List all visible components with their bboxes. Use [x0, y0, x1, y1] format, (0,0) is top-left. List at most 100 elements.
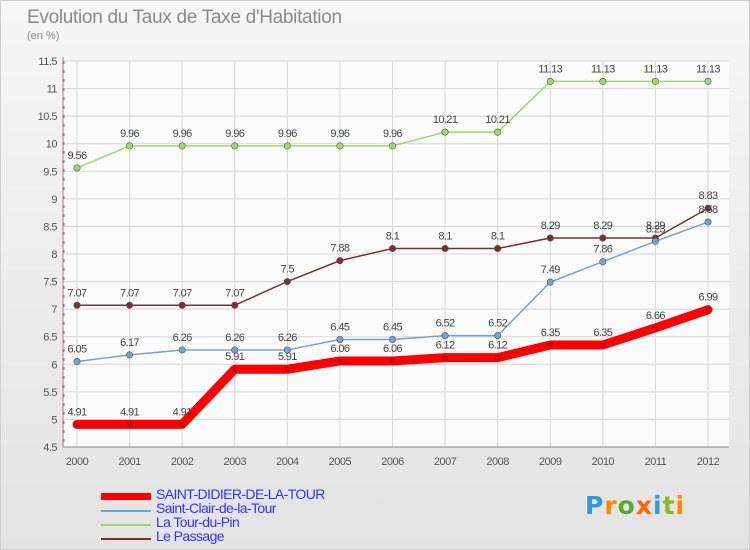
- logo-letter: i: [675, 491, 686, 520]
- data-point: [178, 346, 186, 354]
- data-label: 6.52: [436, 318, 455, 330]
- data-point: [651, 237, 659, 245]
- y-tick-label: 9: [51, 194, 57, 206]
- data-point: [74, 421, 80, 428]
- data-point: [441, 128, 449, 136]
- data-point: [126, 142, 134, 150]
- data-label: 8.1: [438, 230, 452, 242]
- x-tick-label: 2010: [592, 456, 615, 468]
- data-point: [705, 306, 711, 313]
- legend-item-la-tour-du-pin: La Tour-du-Pin: [101, 514, 481, 531]
- data-point: [599, 77, 607, 85]
- logo-letter: x: [635, 491, 653, 520]
- data-label: 9.96: [173, 128, 192, 140]
- data-point: [441, 332, 449, 340]
- data-label: 6.26: [278, 332, 297, 344]
- legend-item-le-passage: Le Passage: [101, 528, 481, 545]
- x-tick-label: 2005: [329, 456, 352, 468]
- data-point: [704, 77, 712, 85]
- data-label: 9.96: [120, 128, 139, 140]
- y-tick-label: 6.5: [43, 332, 57, 344]
- logo-letter: t: [662, 491, 676, 520]
- data-label: 8.83: [698, 190, 717, 202]
- x-tick-label: 2009: [539, 456, 562, 468]
- data-point: [231, 142, 239, 150]
- data-point: [179, 421, 186, 428]
- data-label: 8.1: [491, 230, 505, 242]
- data-point: [494, 244, 502, 252]
- data-label: 8.23: [646, 223, 665, 235]
- y-tick-label: 7: [51, 304, 57, 316]
- y-tick-label: 5.5: [43, 387, 57, 399]
- proxiti-logo: Proxiti: [585, 491, 685, 520]
- data-point: [231, 301, 239, 309]
- data-label: 4.91: [120, 406, 139, 418]
- data-point: [336, 335, 344, 343]
- data-point: [336, 257, 344, 265]
- data-point: [73, 164, 81, 172]
- data-label: 7.86: [593, 244, 612, 256]
- data-label: 8.1: [386, 230, 400, 242]
- chart-title: Evolution du Taux de Taxe d'Habitation: [27, 7, 342, 28]
- y-tick-label: 9.5: [43, 166, 57, 178]
- data-label: 5.91: [278, 351, 297, 363]
- data-label: 9.96: [225, 128, 244, 140]
- legend-swatch-la-tour-du-pin: [101, 524, 151, 526]
- data-label: 6.26: [173, 332, 192, 344]
- data-point: [388, 142, 396, 150]
- y-tick-label: 8: [51, 249, 57, 261]
- x-tick-label: 2011: [645, 456, 667, 468]
- logo-letter: i: [653, 491, 663, 520]
- data-point: [178, 142, 186, 150]
- data-label: 7.07: [120, 287, 139, 299]
- data-label: 8.29: [646, 220, 665, 232]
- data-label: 6.17: [120, 337, 139, 349]
- data-label: 6.52: [488, 318, 507, 330]
- legend-label-saint-clair: Saint-Clair-de-la-Tour: [156, 500, 276, 516]
- data-label: 11.13: [644, 63, 668, 75]
- y-tick-label: 11.5: [38, 56, 57, 68]
- data-point: [283, 142, 291, 150]
- x-tick-label: 2012: [697, 456, 720, 468]
- data-label: 11.13: [591, 63, 615, 75]
- data-label: 4.91: [173, 406, 192, 418]
- data-label: 8.29: [541, 220, 560, 232]
- legend-label-saint-didier: SAINT-DIDIER-DE-LA-TOUR: [156, 486, 325, 502]
- data-point: [546, 234, 554, 242]
- legend-swatch-le-passage: [101, 538, 151, 540]
- data-point: [441, 244, 449, 252]
- data-point: [651, 77, 659, 85]
- data-label: 7.07: [225, 287, 244, 299]
- data-label: 7.5: [281, 264, 295, 276]
- data-label: 9.96: [330, 128, 349, 140]
- data-point: [73, 358, 81, 366]
- data-point: [442, 354, 449, 361]
- logo-letter: o: [617, 491, 636, 520]
- y-tick-label: 10: [46, 139, 58, 151]
- data-label: 10.21: [433, 114, 458, 126]
- data-label: 10.21: [485, 114, 510, 126]
- y-tick-label: 4.5: [43, 442, 57, 454]
- data-point: [494, 332, 502, 340]
- data-label: 7.88: [330, 243, 349, 255]
- data-point: [704, 204, 712, 212]
- data-point: [73, 301, 81, 309]
- data-point: [126, 351, 134, 359]
- x-tick-label: 2002: [171, 456, 194, 468]
- legend-label-le-passage: Le Passage: [156, 528, 225, 544]
- legend-swatch-saint-clair: [101, 510, 151, 512]
- data-label: 6.12: [488, 340, 507, 352]
- y-tick-label: 10.5: [38, 111, 58, 123]
- data-label: 6.06: [330, 343, 349, 355]
- legend-label-la-tour-du-pin: La Tour-du-Pin: [156, 514, 240, 530]
- data-point: [546, 278, 554, 286]
- x-tick-label: 2007: [434, 456, 457, 468]
- data-label: 6.66: [646, 310, 665, 322]
- data-label: 7.49: [541, 264, 560, 276]
- data-label: 9.96: [278, 128, 297, 140]
- x-tick-label: 2008: [486, 456, 509, 468]
- data-point: [283, 346, 291, 354]
- data-label: 6.26: [225, 332, 244, 344]
